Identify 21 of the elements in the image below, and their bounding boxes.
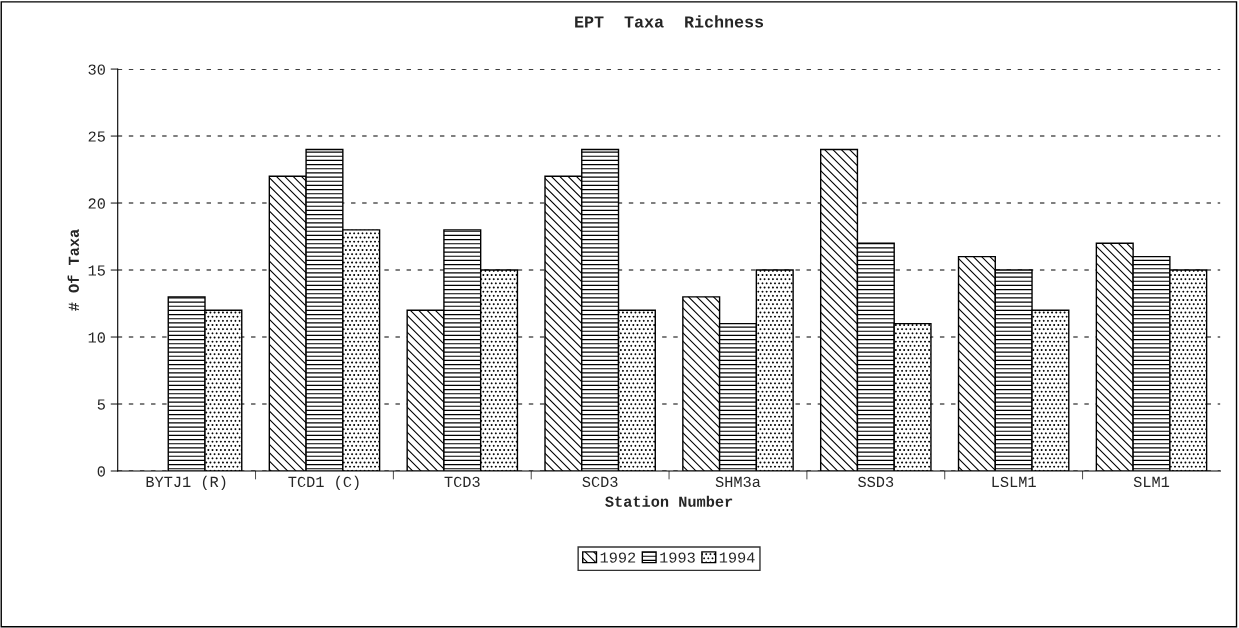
- x-tick-label: SCD3: [582, 476, 618, 488]
- y-tick-label: 20: [88, 198, 105, 209]
- legend-label: 1992: [600, 552, 636, 563]
- x-tick-label: SSD3: [858, 476, 894, 488]
- y-tick-label: 0: [97, 466, 105, 477]
- y-tick-label: 10: [88, 332, 105, 343]
- x-axis-title: Station Number: [605, 495, 733, 507]
- y-axis-title: # Of Taxa: [67, 229, 79, 311]
- chart-title: EPT Taxa Richness: [575, 15, 764, 28]
- y-tick-label: 30: [88, 64, 105, 75]
- legend-label: 1993: [660, 552, 695, 563]
- x-tick-label: SHM3a: [715, 476, 761, 488]
- x-tick-label: BYTJ1 (R): [146, 475, 226, 491]
- x-tick-label: TCD3: [444, 476, 480, 488]
- y-tick-label: 25: [88, 131, 105, 142]
- legend-label: 1994: [719, 552, 755, 563]
- y-tick-label: 15: [88, 265, 105, 276]
- x-tick-label: LSLM1: [992, 476, 1036, 488]
- x-tick-label: SLM1: [1133, 476, 1170, 488]
- y-tick-label: 5: [97, 399, 105, 410]
- x-tick-label: TCD1 (C): [288, 475, 359, 491]
